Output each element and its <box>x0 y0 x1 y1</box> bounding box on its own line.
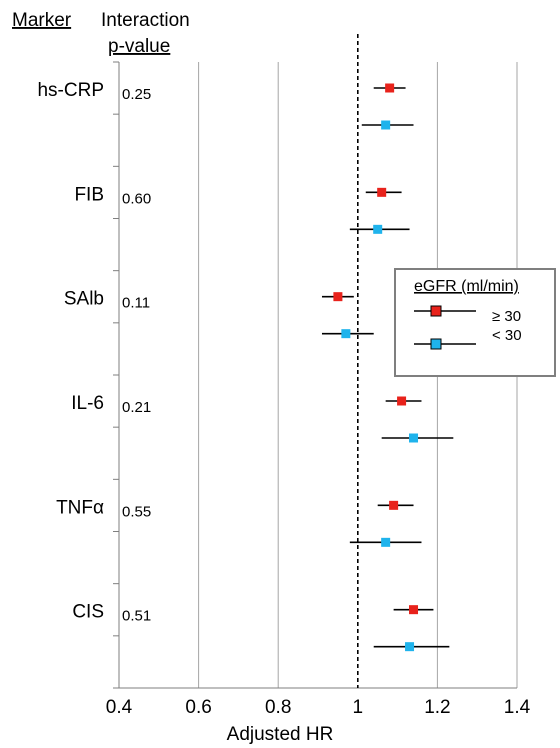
x-tick-label: 0.4 <box>106 697 133 718</box>
point-estimate <box>381 120 391 130</box>
p-value-label: 0.25 <box>122 86 151 103</box>
marker-header: Marker <box>12 10 72 31</box>
x-tick-label: 0.6 <box>185 697 211 718</box>
marker-label: hs-CRP <box>37 80 104 101</box>
interaction-header-line1: Interaction <box>101 10 190 31</box>
point-estimate <box>333 292 343 302</box>
interaction-header-line2: p-value <box>108 36 170 57</box>
legend-box <box>394 268 556 377</box>
legend-swatch <box>430 338 442 350</box>
legend-title: eGFR (ml/min) <box>414 278 519 295</box>
marker-label: CIS <box>72 602 104 623</box>
marker-label: SAlb <box>64 289 104 310</box>
point-estimate <box>341 329 351 339</box>
p-value-label: 0.51 <box>122 608 151 625</box>
p-value-label: 0.21 <box>122 399 151 416</box>
x-tick-label: 1.2 <box>424 697 450 718</box>
point-estimate <box>405 642 415 652</box>
p-value-label: 0.55 <box>122 503 151 520</box>
marker-label: TNFα <box>56 497 104 518</box>
point-estimate <box>397 396 407 406</box>
point-estimate <box>409 433 419 443</box>
x-tick-label: 0.8 <box>265 697 291 718</box>
legend-swatch <box>430 305 442 317</box>
x-tick-label: 1.4 <box>504 697 531 718</box>
plot-area: 0.4 0.6 0.8 1 1.2 1.4 Adjusted HR hs-CRP 0.25 FIB… <box>37 34 556 745</box>
point-estimate <box>389 500 399 510</box>
point-estimate <box>381 537 391 547</box>
p-value-label: 0.11 <box>122 295 150 312</box>
legend-label: < 30 <box>492 327 522 344</box>
point-estimate <box>409 605 419 615</box>
point-estimate <box>377 187 387 197</box>
marker-label: IL-6 <box>71 393 104 414</box>
x-tick-label: 1 <box>353 697 364 718</box>
x-axis-label: Adjusted HR <box>227 724 334 745</box>
p-value-label: 0.60 <box>122 190 151 207</box>
point-estimate <box>385 83 395 93</box>
marker-label: FIB <box>74 184 104 205</box>
legend-label: ≥ 30 <box>492 308 521 325</box>
point-estimate <box>373 224 383 234</box>
